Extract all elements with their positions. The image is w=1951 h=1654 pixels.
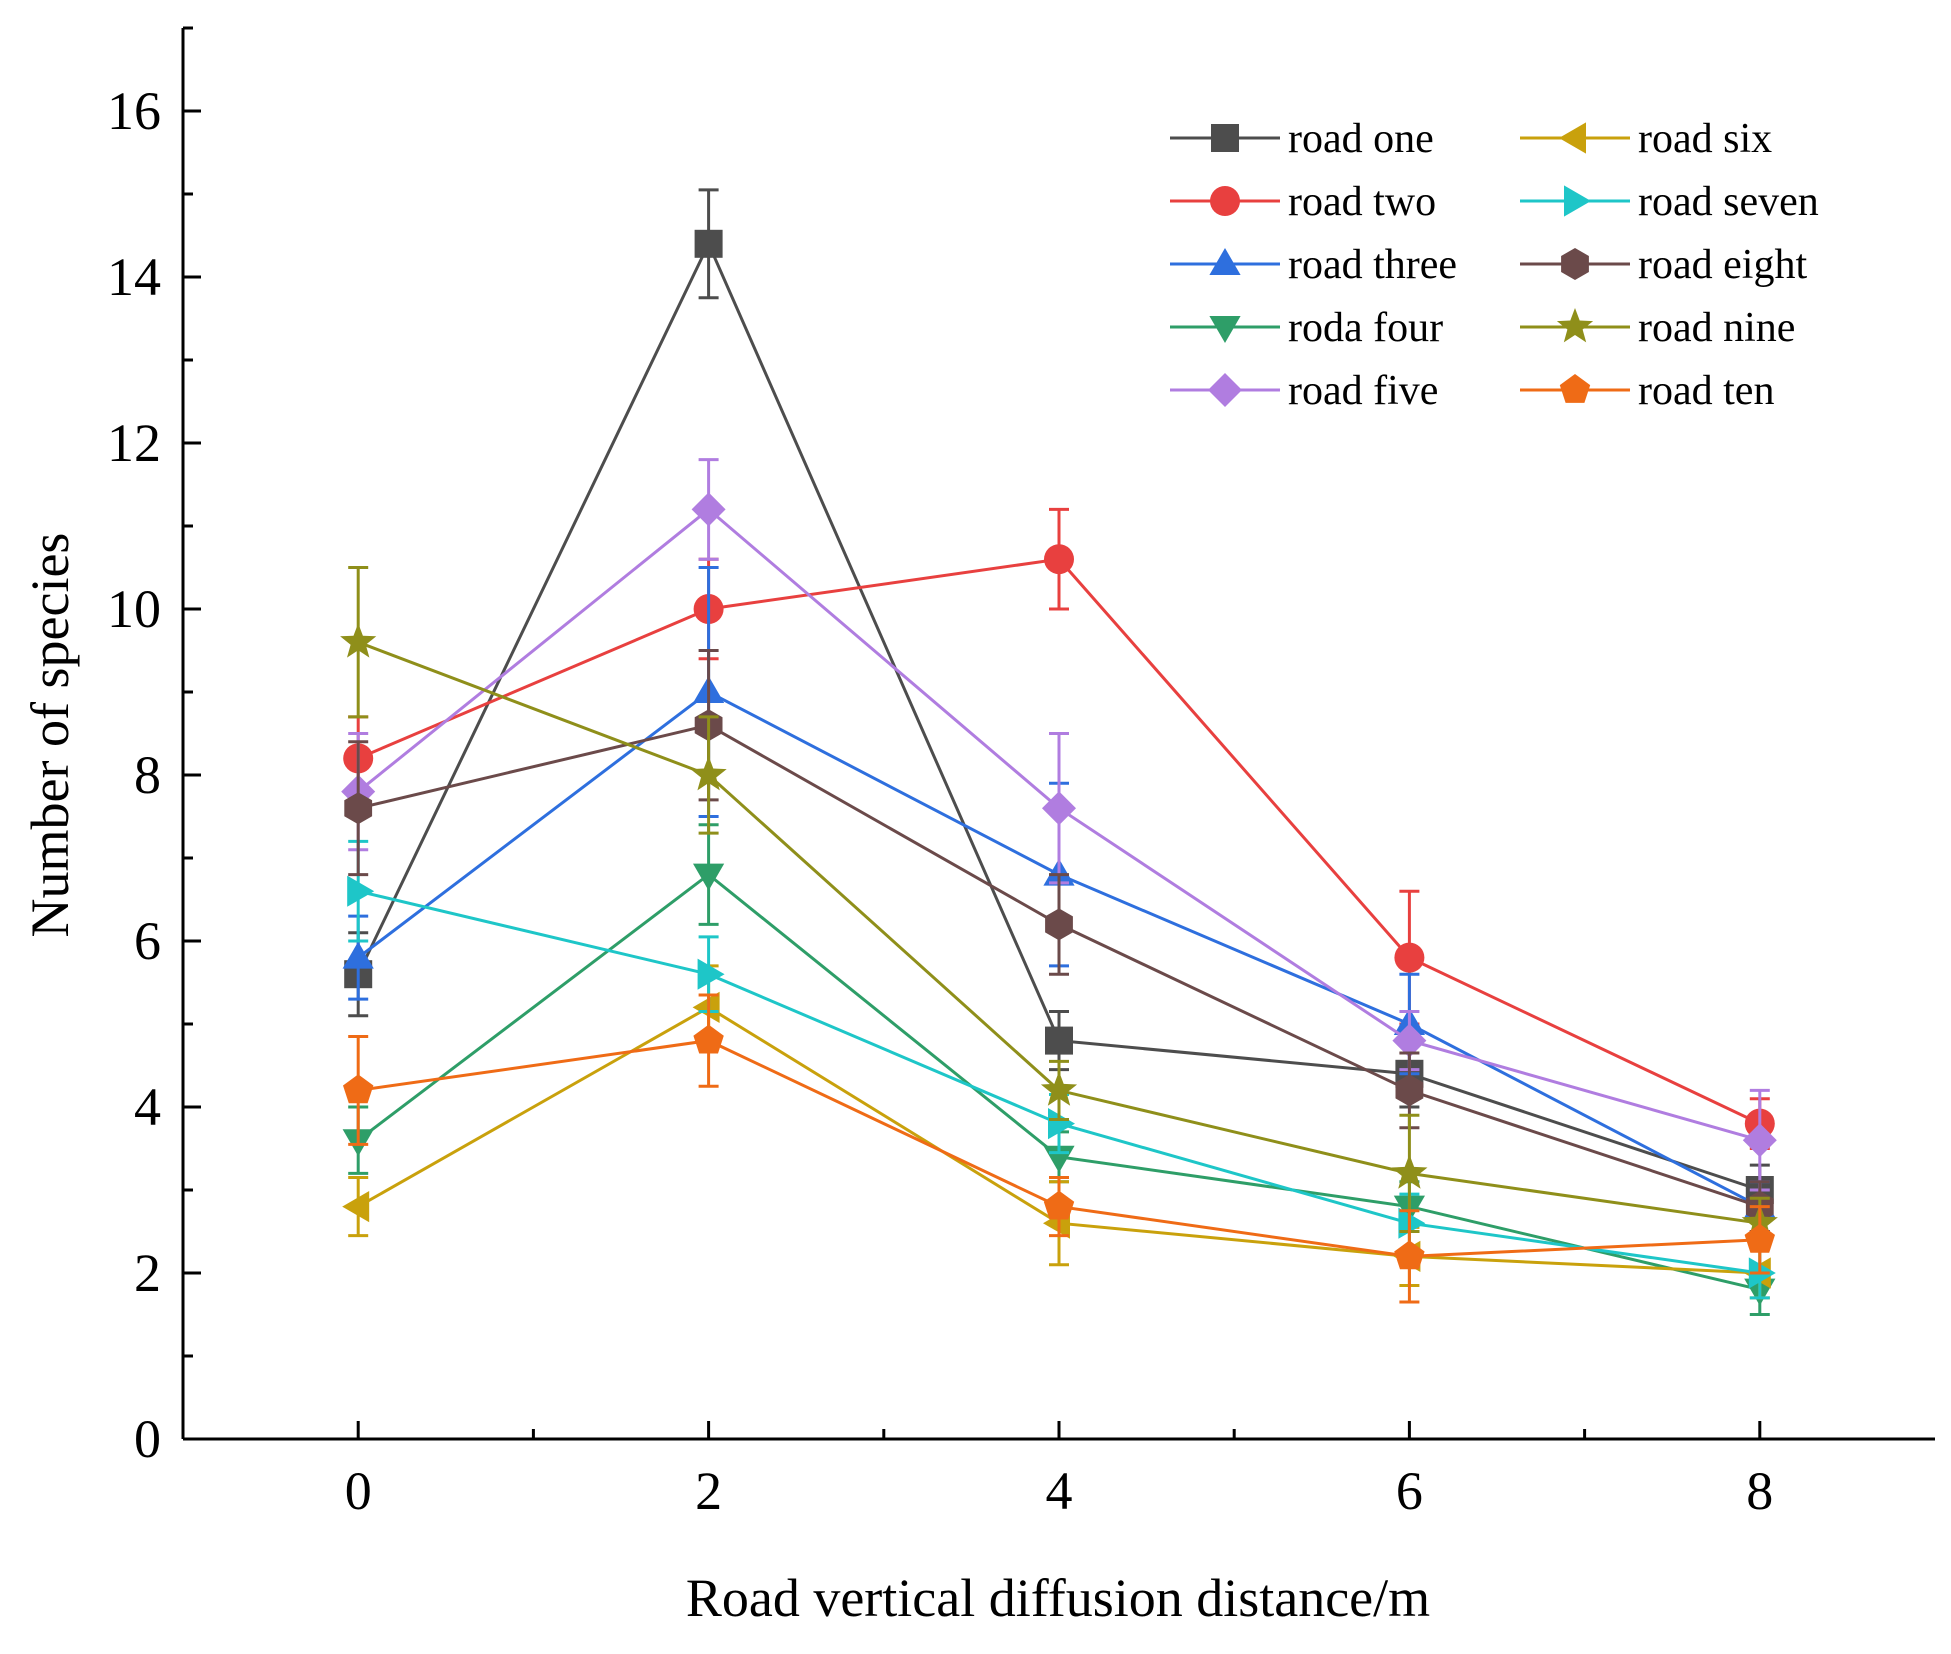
- data-point: [1394, 1240, 1425, 1270]
- data-point: [1040, 1071, 1078, 1106]
- data-point: [1048, 1108, 1075, 1140]
- data-point: [1742, 1123, 1777, 1158]
- x-tick-label: 2: [695, 1461, 722, 1521]
- axes: 0 2 4 6 8 10 12 14 16 0 2 4 6 8: [107, 26, 1935, 1521]
- y-tick-label: 0: [134, 1409, 161, 1469]
- legend-label: road eight: [1638, 242, 1807, 288]
- legend-marker: [1209, 248, 1241, 275]
- data-point: [691, 492, 726, 527]
- data-point: [692, 991, 720, 1023]
- legend-marker: [1559, 374, 1591, 403]
- legend-marker: [1556, 308, 1594, 343]
- legend-label: road five: [1288, 368, 1438, 414]
- y-tick-label: 6: [134, 911, 161, 971]
- legend-label: road six: [1638, 116, 1772, 162]
- x-tick-label: 6: [1396, 1461, 1423, 1521]
- y-tick-label: 16: [107, 81, 161, 141]
- data-point: [1394, 942, 1425, 973]
- data-point: [1042, 791, 1076, 826]
- data-point: [690, 756, 727, 791]
- legend-item: road two: [1170, 179, 1436, 225]
- y-tick-label: 12: [107, 413, 161, 473]
- legend-marker: [1561, 248, 1589, 280]
- legend-label: road two: [1288, 179, 1436, 225]
- data-point: [1044, 544, 1074, 575]
- legend-label: road seven: [1638, 179, 1819, 225]
- data-point: [1045, 908, 1073, 941]
- legend-item: roda four: [1170, 305, 1443, 351]
- data-point: [1392, 1023, 1427, 1058]
- legend-item: road six: [1520, 116, 1772, 162]
- series-road-eight: [344, 649, 1774, 1233]
- y-axis-title: Number of species: [20, 533, 80, 938]
- data-point: [694, 229, 723, 258]
- legend-item: road ten: [1520, 368, 1774, 414]
- legend-marker: [1208, 373, 1242, 407]
- legend-item: road nine: [1520, 305, 1795, 351]
- legend-marker: [1564, 185, 1591, 217]
- data-point: [340, 623, 377, 658]
- data-point: [344, 792, 373, 825]
- legend-label: road one: [1288, 116, 1434, 162]
- x-tick-label: 0: [345, 1461, 372, 1521]
- series-road-ten: [343, 993, 1775, 1304]
- data-point: [693, 863, 725, 891]
- legend-item: road seven: [1520, 179, 1819, 225]
- plot-area: [340, 188, 1778, 1316]
- data-point: [1395, 1074, 1424, 1107]
- legend-marker: [1559, 122, 1586, 154]
- data-point: [343, 1074, 374, 1104]
- data-point: [1391, 1154, 1428, 1189]
- x-tick-label: 8: [1746, 1461, 1773, 1521]
- legend-label: road three: [1288, 242, 1457, 288]
- legend-item: road eight: [1520, 242, 1807, 288]
- data-point: [1043, 1190, 1075, 1220]
- y-tick-label: 2: [134, 1243, 161, 1303]
- legend-label: road ten: [1638, 368, 1774, 414]
- data-point: [347, 875, 375, 907]
- legend-marker: [1209, 316, 1241, 343]
- x-axis-title: Road vertical diffusion distance/m: [686, 1568, 1430, 1628]
- data-point: [342, 1191, 370, 1223]
- legend-item: road one: [1170, 116, 1434, 162]
- y-tick-label: 10: [107, 579, 161, 639]
- data-point: [693, 1024, 724, 1054]
- data-point: [342, 941, 374, 969]
- legend-label: roda four: [1288, 305, 1443, 351]
- legend-marker: [1210, 186, 1240, 216]
- data-point: [697, 958, 725, 990]
- y-tick-label: 8: [134, 745, 161, 805]
- data-point: [1744, 1223, 1775, 1253]
- legend-item: road five: [1170, 368, 1438, 414]
- x-tick-label: 4: [1046, 1461, 1073, 1521]
- legend-marker: [1211, 124, 1239, 152]
- data-point: [1045, 1026, 1073, 1055]
- legend-item: road three: [1170, 242, 1457, 288]
- legend-label: road nine: [1638, 305, 1795, 351]
- y-tick-label: 14: [107, 247, 161, 307]
- y-tick-label: 4: [134, 1077, 161, 1137]
- legend: road one road two road three roda four road …: [1170, 116, 1819, 414]
